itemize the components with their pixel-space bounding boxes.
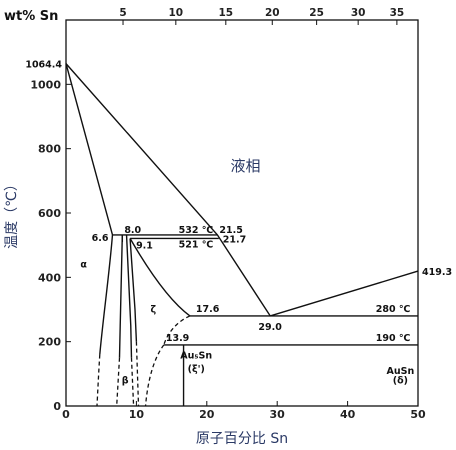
ausn-label: AuSn — [387, 366, 415, 377]
y-tick-label: 400 — [38, 271, 61, 284]
point-label: 280 ℃ — [376, 304, 411, 315]
beta-right-dashed — [130, 357, 135, 407]
point-label: 13.9 — [166, 333, 189, 344]
zeta-label: ζ — [150, 305, 156, 316]
beta-label: β — [122, 375, 129, 386]
point-label: 532 ℃ — [179, 225, 214, 236]
point-label: 419.3 — [422, 267, 452, 278]
point-label: 17.6 — [196, 304, 220, 315]
point-label: 6.6 — [92, 233, 109, 244]
point-label: 9.1 — [136, 240, 153, 251]
top-tick-label: 5 — [119, 7, 126, 19]
phase-boundary-line — [65, 63, 271, 317]
point-label: 190 ℃ — [376, 333, 411, 344]
top-tick-label: 15 — [218, 7, 233, 19]
phase-boundary-line — [65, 63, 114, 236]
x-tick-label: 30 — [270, 408, 286, 421]
zeta-solvus — [129, 238, 191, 317]
y-tick-label: 200 — [38, 336, 61, 349]
top-axis-title: wt% Sn — [4, 9, 58, 24]
point-label: 21.7 — [223, 234, 246, 245]
top-tick-label: 20 — [265, 7, 280, 19]
y-tick-label: 600 — [38, 207, 61, 220]
top-tick-label: 35 — [390, 7, 405, 19]
x-tick-label: 50 — [410, 408, 426, 421]
alpha-label: α — [80, 260, 87, 271]
point-label: 29.0 — [258, 322, 282, 333]
point-label: 8.0 — [124, 225, 141, 236]
top-tick-label: 10 — [169, 7, 184, 19]
zeta-bottom-dashed — [144, 344, 165, 407]
alpha-solvus-dashed — [96, 354, 101, 407]
zeta-prime-label: (ξ') — [188, 364, 205, 375]
y-axis-title: 温度（℃） — [4, 177, 20, 249]
beta-right-boundary — [125, 234, 133, 358]
zeta-left-boundary — [129, 238, 138, 342]
plot-frame — [65, 19, 419, 407]
y-tick-label: 0 — [53, 400, 61, 413]
delta-label: (δ) — [393, 375, 408, 386]
zeta-lower-dashed — [163, 315, 191, 346]
beta-left-boundary — [118, 234, 124, 358]
point-label: 21.5 — [219, 225, 242, 236]
x-tick-label: 0 — [62, 408, 70, 421]
y-tick-label: 800 — [38, 143, 61, 156]
x-axis-title: 原子百分比 Sn — [196, 431, 288, 447]
au5sn-label: Au₅Sn — [180, 350, 212, 361]
x-tick-label: 20 — [199, 408, 215, 421]
beta-left-dashed — [116, 357, 121, 407]
x-tick-label: 10 — [129, 408, 145, 421]
point-label: 521 ℃ — [179, 239, 214, 250]
liquid-label: 液相 — [231, 157, 261, 175]
zeta-left-dashed — [135, 341, 140, 407]
top-tick-label: 25 — [309, 7, 324, 19]
phase-boundary-line — [269, 270, 419, 317]
x-tick-label: 40 — [340, 408, 356, 421]
top-tick-label: 30 — [351, 7, 366, 19]
y-tick-label: 1000 — [30, 78, 61, 91]
point-label: 1064.4 — [25, 60, 62, 71]
alpha-solvus — [99, 234, 114, 355]
